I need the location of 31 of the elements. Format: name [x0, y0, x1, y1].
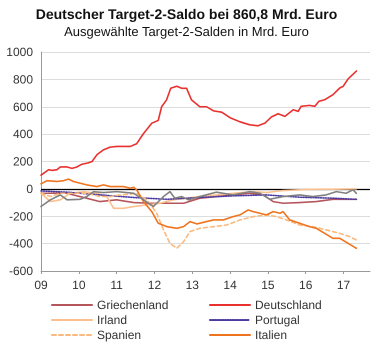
legend-label: Spanien	[97, 328, 142, 342]
x-tick-label: 16	[299, 278, 313, 292]
legend-label: Italien	[255, 328, 288, 342]
y-tick-label: 600	[12, 100, 34, 114]
line-series	[40, 70, 358, 176]
x-tick-label: 17	[336, 278, 351, 292]
y-tick-label: 200	[12, 154, 34, 168]
chart-subtitle: Ausgewählte Target-2-Salden in Mrd. Euro	[64, 24, 309, 39]
x-tick-label: 11	[110, 278, 124, 292]
y-tick-label: 800	[12, 72, 34, 86]
y-tick-label: -400	[8, 236, 34, 251]
line-series	[40, 192, 358, 250]
legend-label: Portugal	[255, 313, 300, 327]
x-tick-label: 10	[72, 278, 86, 292]
y-tick-label: 1000	[6, 45, 34, 59]
x-tick-label: 14	[223, 278, 238, 292]
line-series	[40, 192, 358, 204]
x-tick-label: 12	[148, 278, 162, 292]
y-tick-label: 400	[12, 127, 34, 142]
y-tick-label: 0	[26, 182, 34, 196]
x-tick-label: 09	[34, 278, 48, 292]
line-series	[40, 178, 358, 250]
y-tick-label: -600	[8, 264, 34, 278]
chart-title: Deutscher Target-2-Saldo bei 860,8 Mrd. Euro	[36, 6, 338, 22]
legend-label: Irland	[97, 313, 128, 327]
legend-label: Deutschland	[255, 298, 322, 312]
y-tick-label: -200	[8, 209, 34, 224]
x-tick-label: 13	[186, 278, 200, 292]
legend-label: Griechenland	[97, 298, 168, 312]
x-tick-label: 15	[261, 278, 275, 292]
line-series	[40, 190, 358, 200]
